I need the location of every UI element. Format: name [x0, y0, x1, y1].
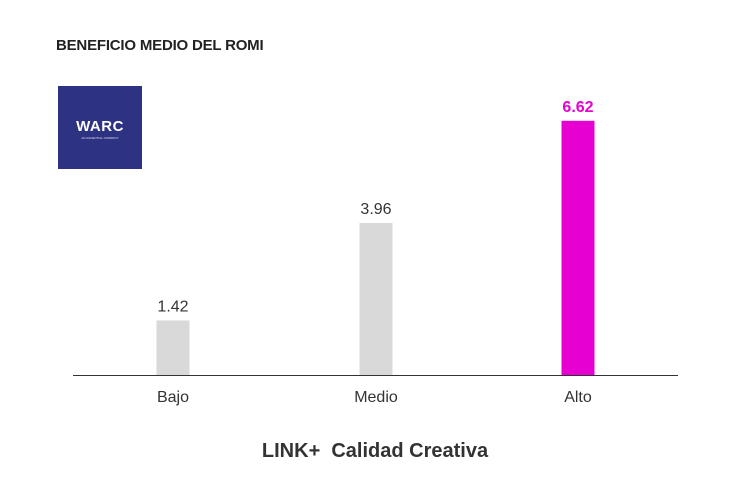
data-label: 3.96 [360, 201, 391, 218]
warc-logo: WARC AN ASCENTIAL COMPANY [58, 86, 142, 169]
data-label: 6.62 [562, 99, 593, 116]
bar-bajo [156, 320, 190, 375]
x-axis-title: LINK+ Calidad Creativa [261, 440, 489, 462]
data-label: 1.42 [157, 298, 188, 315]
logo-text: WARC [76, 118, 124, 135]
bar-medio [359, 222, 393, 375]
chart-title: BENEFICIO MEDIO DEL ROMI [56, 37, 264, 54]
x-tick-label: Bajo [157, 389, 189, 406]
x-tick-label: Alto [564, 389, 592, 406]
logo-tagline: AN ASCENTIAL COMPANY [81, 136, 119, 140]
x-tick-label: Medio [354, 389, 398, 406]
bar-alto [561, 120, 595, 376]
